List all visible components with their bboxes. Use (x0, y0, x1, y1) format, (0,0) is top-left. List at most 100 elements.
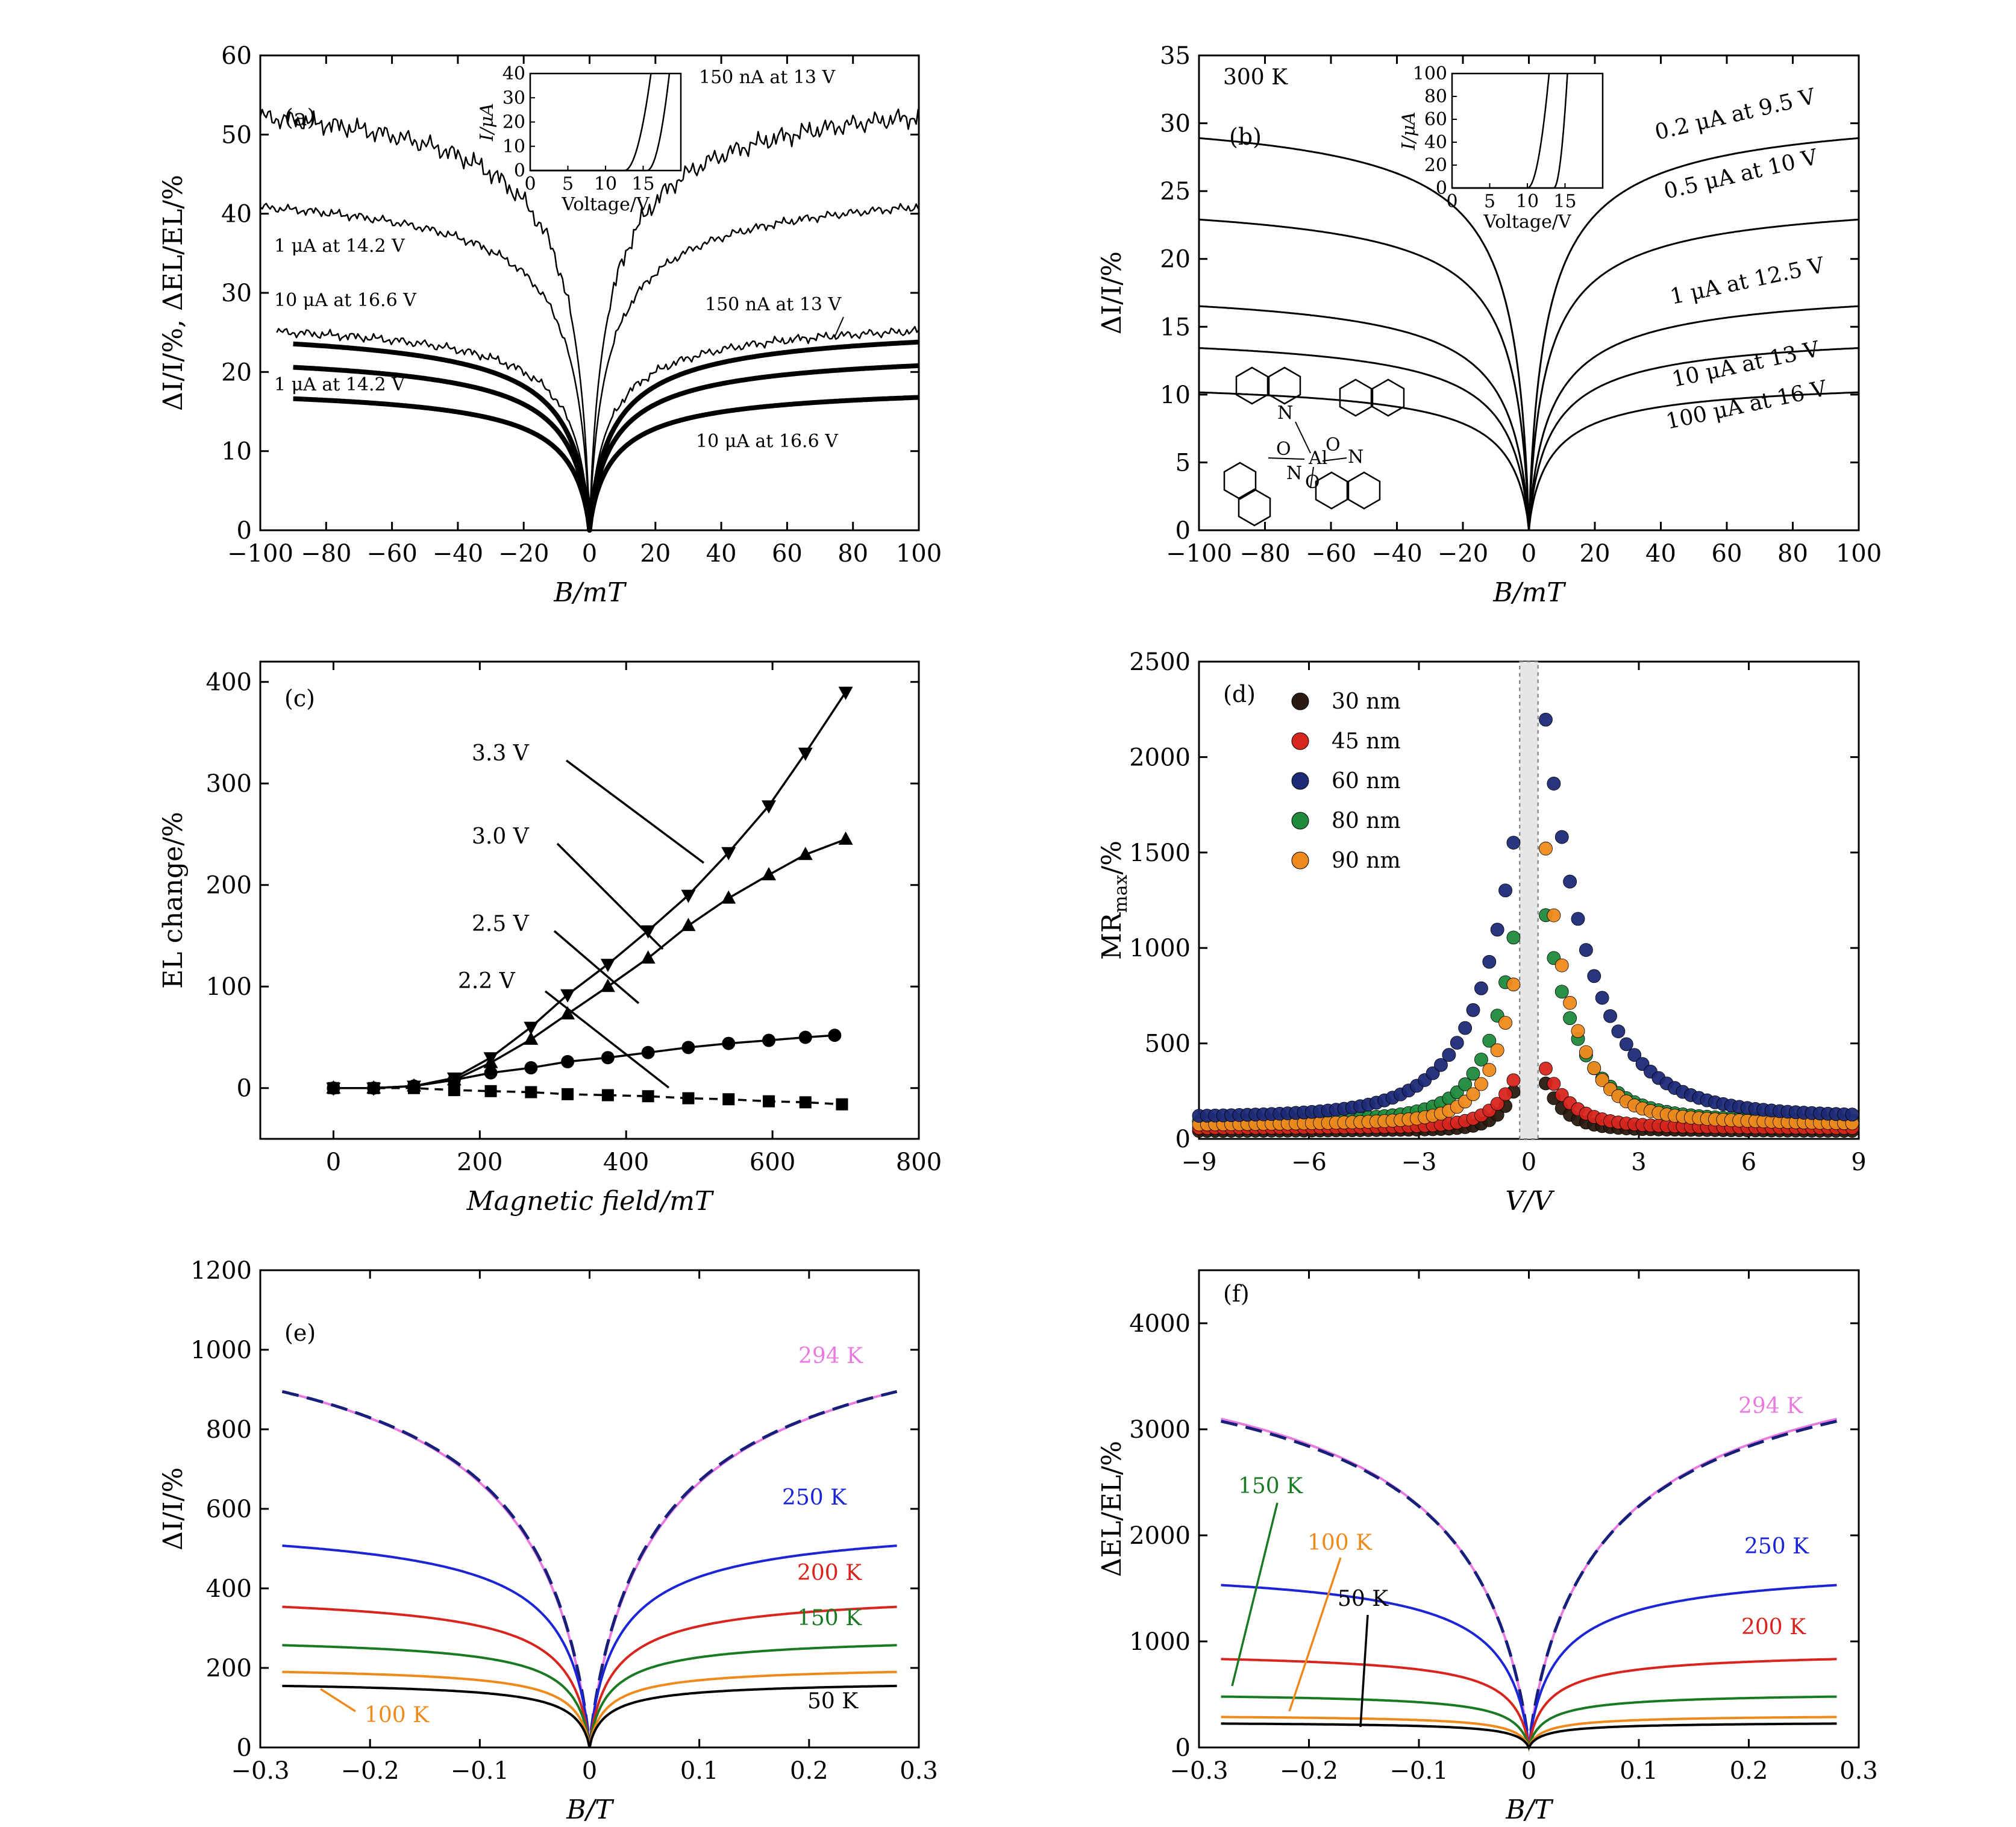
series-line (333, 1034, 835, 1089)
x-tick-label: 100 (1836, 540, 1882, 568)
data-point (1474, 1052, 1488, 1067)
curve-annotation: 10 μA at 16.6 V (274, 290, 417, 311)
panel-label: (b) (1229, 124, 1262, 150)
data-point-square (408, 1082, 421, 1094)
mr-curve (282, 1684, 897, 1748)
data-point-circle (447, 1073, 461, 1087)
temperature-annotation: 200 K (797, 1561, 862, 1585)
data-point (1466, 1067, 1480, 1081)
x-tick-label: 0 (326, 1149, 341, 1176)
y-tick-label: 4000 (1129, 1310, 1191, 1338)
data-point-triangle-up (560, 1006, 575, 1020)
temperature-annotation: 50 K (1338, 1587, 1389, 1611)
y-tick-label: 20 (221, 359, 252, 386)
x-tick-label: 0.3 (900, 1757, 938, 1785)
y-tick-label: 20 (1160, 246, 1191, 274)
curve-annotation: 1 μA at 14.2 V (274, 374, 405, 395)
legend-marker (1291, 692, 1309, 710)
data-point-triangle-down (640, 925, 656, 939)
data-point (1547, 908, 1561, 923)
data-point-triangle-up (798, 847, 813, 860)
x-tick-label: 20 (1580, 540, 1611, 568)
y-tick-label: 1200 (190, 1257, 252, 1285)
data-point-circle (561, 1055, 575, 1068)
data-point-triangle-down (838, 686, 853, 700)
panel-label: (d) (1223, 681, 1256, 707)
inset-y-tick-label: 20 (502, 112, 525, 133)
temperature-annotation: 294 K (1738, 1394, 1803, 1418)
series-line (333, 1086, 842, 1106)
y-tick-label: 0 (1175, 1126, 1191, 1153)
x-tick-label: −0.1 (451, 1757, 509, 1785)
bond (1310, 466, 1314, 489)
x-axis-label: B/mT (1492, 577, 1567, 608)
ring (1339, 378, 1373, 417)
x-tick-label: 0.3 (1839, 1757, 1878, 1785)
y-tick-label: 35 (1160, 42, 1191, 70)
y-tick-label: 0 (237, 1075, 252, 1103)
data-point (1498, 1016, 1512, 1030)
x-tick-label: 60 (1712, 540, 1742, 568)
x-tick-label: 20 (640, 540, 671, 568)
el-curve-noisy (259, 108, 919, 509)
y-tick-label: 1000 (1129, 935, 1191, 962)
data-point (1490, 1097, 1504, 1111)
panel-c: 0 200 400 600 800 0 100 200 300 400 Magnetic field… (158, 660, 942, 1217)
temperature-annotation: 200 K (1741, 1615, 1806, 1640)
x-tick-label: 80 (837, 540, 868, 568)
data-point (1547, 777, 1561, 791)
data-point (1506, 930, 1521, 945)
mr-curve-thick (292, 339, 920, 533)
atom-label: O (1276, 439, 1291, 460)
annotation-arrow (556, 842, 664, 950)
data-point (1554, 830, 1569, 844)
x-tick-label: 0.2 (790, 1757, 828, 1785)
y-tick-label: 100 (206, 973, 252, 1001)
data-point (1571, 1024, 1585, 1038)
inset-x-tick-label: 0 (1446, 191, 1457, 212)
data-point (1482, 1063, 1497, 1077)
y-axis-label: ΔI/I/%, ΔEL/EL/% (158, 175, 189, 411)
inset-y-tick-label: 80 (1424, 86, 1447, 107)
inset-y-label: I/μA (1398, 111, 1420, 150)
temperature-annotation: 294 K (798, 1344, 863, 1368)
ring (1371, 378, 1405, 417)
ring (1238, 488, 1271, 527)
ring (1235, 366, 1269, 405)
legend-marker (1291, 812, 1309, 830)
data-point (1554, 985, 1569, 999)
y-axis-label: EL change/% (158, 812, 189, 989)
y-tick-label: 30 (221, 280, 252, 307)
data-point-square (484, 1085, 497, 1097)
data-point (1595, 1073, 1609, 1087)
y-axis-label: ΔEL/EL/% (1097, 1441, 1127, 1577)
x-tick-label: −0.3 (231, 1757, 289, 1785)
x-tick-label: −0.3 (1169, 1757, 1228, 1785)
data-point (1458, 1077, 1473, 1091)
data-point-circle (762, 1033, 776, 1047)
data-point-triangle-up (721, 890, 736, 904)
data-point (1426, 1066, 1440, 1080)
y-label-sub: max (1110, 875, 1132, 913)
inset-x-tick-label: 5 (562, 174, 574, 195)
data-point-square (799, 1096, 812, 1109)
zero-bias-band (1519, 661, 1539, 1139)
panel-a: −100 −80 −60 −40 −20 0 20 40 60 80 100010203040506… (158, 42, 942, 608)
el-curve (1221, 1722, 1837, 1750)
data-point (1466, 1087, 1480, 1102)
legend-marker (1291, 732, 1309, 750)
ring (1223, 462, 1257, 500)
y-tick-label: 5 (1175, 449, 1191, 477)
x-axis-label: V/V (1505, 1186, 1555, 1217)
data-point (1450, 1036, 1464, 1050)
x-tick-label: 60 (772, 540, 803, 568)
x-tick-label: 400 (603, 1149, 649, 1176)
data-point-triangle-down (681, 889, 696, 903)
inset-x-tick-label: 10 (1516, 191, 1539, 212)
data-point-circle (601, 1051, 615, 1065)
annotation-arrow (553, 930, 640, 1004)
inset-y-tick-label: 0 (1436, 178, 1447, 199)
y-tick-label: 30 (1160, 110, 1191, 138)
legend-label: 30 nm (1332, 689, 1401, 714)
y-tick-label: 1500 (1129, 839, 1191, 867)
